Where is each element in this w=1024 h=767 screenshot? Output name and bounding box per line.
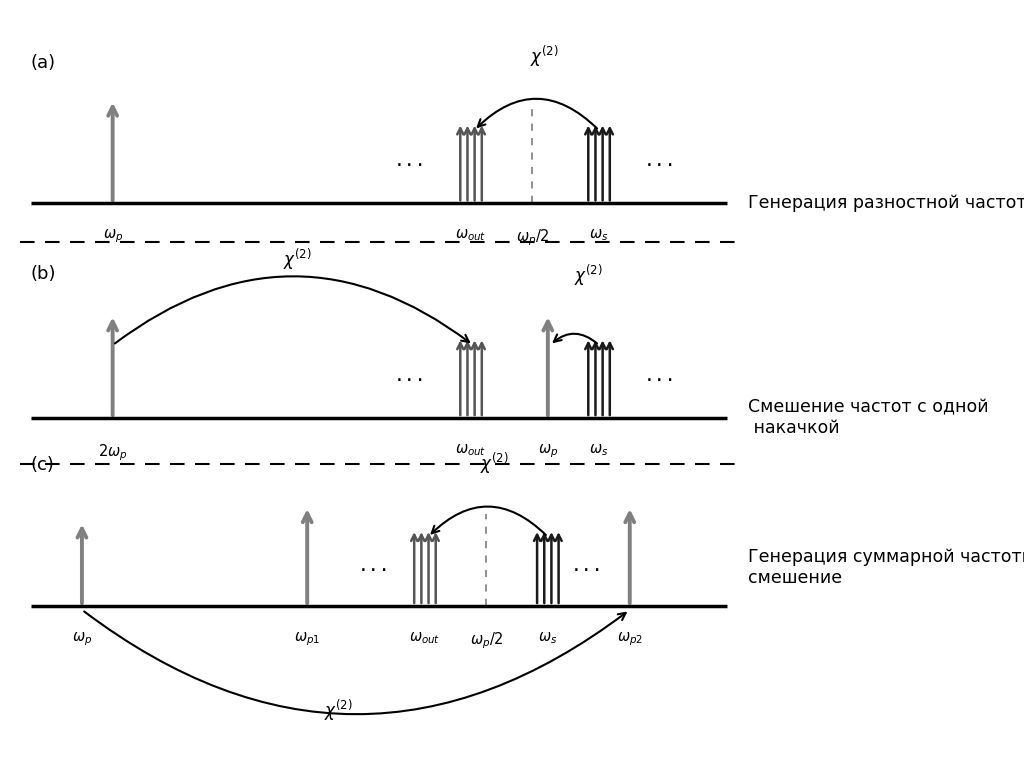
Text: $\chi^{(2)}$: $\chi^{(2)}$ bbox=[480, 450, 509, 476]
Text: $\chi^{(2)}$: $\chi^{(2)}$ bbox=[530, 44, 559, 69]
Text: ...: ... bbox=[570, 557, 603, 575]
Text: ...: ... bbox=[393, 367, 426, 385]
Text: $2\omega_p$: $2\omega_p$ bbox=[98, 443, 127, 463]
Text: $\omega_s$: $\omega_s$ bbox=[590, 443, 608, 458]
Text: ...: ... bbox=[644, 367, 677, 385]
Text: $\omega_p$: $\omega_p$ bbox=[538, 443, 558, 460]
Text: Смешение частот с одной
 накачкой: Смешение частот с одной накачкой bbox=[748, 399, 988, 437]
Text: ...: ... bbox=[393, 152, 426, 170]
Text: (a): (a) bbox=[31, 54, 56, 71]
Text: $\omega_{p1}$: $\omega_{p1}$ bbox=[294, 630, 321, 648]
Text: $\chi^{(2)}$: $\chi^{(2)}$ bbox=[283, 247, 311, 272]
Text: $\omega_{out}$: $\omega_{out}$ bbox=[456, 228, 486, 243]
Text: $\omega_p/2$: $\omega_p/2$ bbox=[470, 630, 503, 651]
Text: $\chi^{(2)}$: $\chi^{(2)}$ bbox=[574, 262, 603, 288]
Text: Генерация разностной частоты: Генерация разностной частоты bbox=[748, 194, 1024, 212]
Text: $\omega_s$: $\omega_s$ bbox=[590, 228, 608, 243]
Text: $\omega_{p2}$: $\omega_{p2}$ bbox=[616, 630, 643, 648]
Text: ...: ... bbox=[357, 557, 390, 575]
Text: $\omega_s$: $\omega_s$ bbox=[539, 630, 557, 646]
Text: $\omega_p$: $\omega_p$ bbox=[72, 630, 92, 648]
Text: (c): (c) bbox=[31, 456, 54, 474]
Text: Генерация суммарной частоты и
смешение: Генерация суммарной частоты и смешение bbox=[748, 548, 1024, 587]
Text: $\omega_p/2$: $\omega_p/2$ bbox=[516, 228, 549, 249]
Text: $\omega_{out}$: $\omega_{out}$ bbox=[456, 443, 486, 458]
Text: $\omega_{out}$: $\omega_{out}$ bbox=[410, 630, 440, 646]
Text: $\chi^{(2)}$: $\chi^{(2)}$ bbox=[324, 698, 352, 723]
Text: ...: ... bbox=[644, 152, 677, 170]
Text: (b): (b) bbox=[31, 265, 56, 282]
Text: $\omega_p$: $\omega_p$ bbox=[102, 228, 123, 245]
